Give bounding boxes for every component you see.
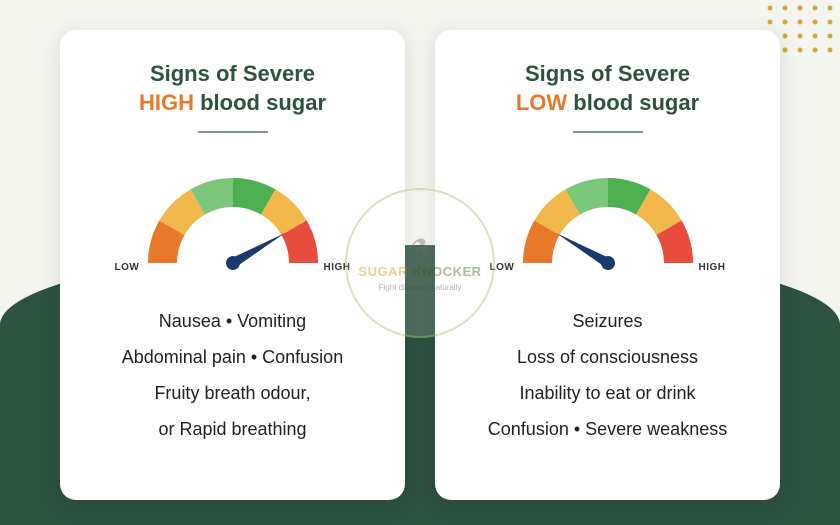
- divider: [198, 131, 268, 133]
- gauge-high-label: HIGH: [699, 262, 726, 273]
- symptom-line: Fruity breath odour,: [122, 375, 343, 411]
- mortar-pestle-icon: ⚗: [411, 234, 429, 259]
- brand-watermark: ⚗ SUGAR KNOCKER Fight diabetes naturally: [345, 188, 495, 338]
- gauge-svg: [488, 153, 728, 273]
- symptoms-low: Seizures Loss of consciousness Inability…: [488, 303, 727, 447]
- title-line1: Signs of Severe: [516, 60, 699, 89]
- brand-word2: KNOCKER: [412, 264, 481, 279]
- gauge-high: LOW HIGH: [113, 153, 353, 273]
- gauge-low-label: LOW: [115, 262, 140, 273]
- title-line1: Signs of Severe: [139, 60, 326, 89]
- symptoms-high: Nausea • Vomiting Abdominal pain • Confu…: [122, 303, 343, 447]
- title-highlight: LOW: [516, 90, 567, 115]
- symptom-line: Inability to eat or drink: [488, 375, 727, 411]
- title-highlight: HIGH: [139, 90, 194, 115]
- gauge-svg: [113, 153, 353, 273]
- symptom-line: Loss of consciousness: [488, 339, 727, 375]
- symptom-line: Seizures: [488, 303, 727, 339]
- symptom-line: Abdominal pain • Confusion: [122, 339, 343, 375]
- title-rest: blood sugar: [194, 90, 326, 115]
- symptom-line: or Rapid breathing: [122, 411, 343, 447]
- brand-word1: SUGAR: [358, 264, 407, 279]
- divider: [573, 131, 643, 133]
- brand-tagline: Fight diabetes naturally: [379, 283, 462, 292]
- card-title-high: Signs of Severe HIGH blood sugar: [139, 60, 326, 117]
- symptom-line: Nausea • Vomiting: [122, 303, 343, 339]
- card-title-low: Signs of Severe LOW blood sugar: [516, 60, 699, 117]
- title-rest: blood sugar: [567, 90, 699, 115]
- gauge-low: LOW HIGH: [488, 153, 728, 273]
- symptom-line: Confusion • Severe weakness: [488, 411, 727, 447]
